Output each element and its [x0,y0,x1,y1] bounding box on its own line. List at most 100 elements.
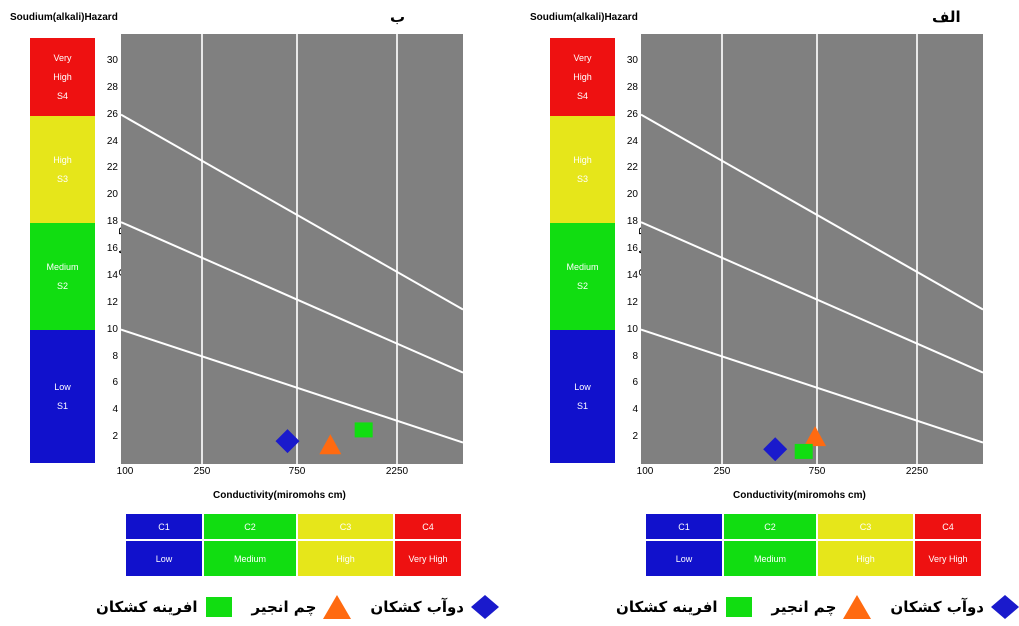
conductivity-class-c3-code: C3 [817,513,914,540]
y-tick-label: 18 [626,216,638,228]
legend-diamond-icon [471,595,499,619]
sodium-boundary-line [121,221,463,374]
sodium-class-s2: Medium S2 [550,223,615,330]
sodium-boundary-line [641,221,983,374]
y-tick-label: 18 [106,216,118,228]
y-tick-label: 2 [112,431,118,443]
y-tick-label: 20 [626,189,638,201]
sodium-class-text: High [53,154,72,165]
y-tick-label: 2 [632,431,638,443]
y-tick-label: 6 [112,377,118,389]
legend-item: دوآب کشکان [370,594,500,620]
sodium-boundary-line [641,113,983,311]
x-tick-label: 750 [288,466,306,477]
sodium-class-text: High [573,154,592,165]
legend-item: افرینه کشکان [96,594,234,620]
sodium-class-text: Very [573,52,592,63]
sodium-class-text: S1 [56,400,68,411]
x-tick-label: 750 [808,466,826,477]
sodium-class-s4: Very High S4 [550,38,615,116]
data-point-diamond [275,429,300,454]
conductivity-class-c4-code: C4 [394,513,462,540]
legend-item: چم انجیر [772,594,873,620]
conductivity-class-c3-code: C3 [297,513,394,540]
sodium-boundary-line [641,328,983,444]
sodium-class-text: S2 [56,280,68,291]
conductivity-class-c1-code: C1 [645,513,723,540]
conductivity-class-c3-label: High [297,540,394,577]
sodium-boundary-line [121,328,463,444]
y-tick-label: 28 [106,81,118,93]
data-point-square [354,422,373,438]
conductivity-class-c4-label: Very High [914,540,982,577]
conductivity-class-c3-label: High [817,540,914,577]
legend: دوآب کشکان چم انجیر افرینه کشکان [30,592,500,622]
y-tick-label: 26 [106,108,118,120]
x-axis-label: Conductivity(miromohs cm) [733,490,866,501]
y-tick-label: 22 [106,162,118,174]
y-tick-label: 10 [626,323,638,335]
y-tick-label: 30 [626,54,638,66]
conductivity-class-c2-label: Medium [723,540,817,577]
sodium-class-text: High [573,71,592,82]
conductivity-class-c1-label: Low [125,540,203,577]
y-tick-label: 10 [106,323,118,335]
sodium-boundary-line [121,113,463,311]
conductivity-class-c2-code: C2 [203,513,297,540]
legend-item: افرینه کشکان [616,594,754,620]
data-point-diamond [763,437,788,462]
sodium-class-text: S2 [576,280,588,291]
sodium-class-text: Low [54,381,71,392]
sodium-class-text: S1 [576,400,588,411]
y-tick-label: 16 [106,243,118,254]
sodium-class-text: High [53,71,72,82]
legend-label: دوآب کشکان [890,598,984,616]
sodium-class-text: Medium [566,261,599,272]
conductivity-class-c1-label: Low [645,540,723,577]
y-tick-label: 8 [112,350,118,362]
y-tick-label: 8 [632,350,638,362]
x-tick-label: 250 [713,466,731,477]
x-tick-label: 100 [116,466,134,477]
x-tick-label: 2250 [385,466,409,477]
data-point-square [794,443,813,459]
y-tick-label: 24 [626,135,638,147]
x-tick-label: 250 [193,466,211,477]
chart-panel-b: Soudium(alkali)Hazard ب Very High S4 High S3… [0,0,500,626]
y-tick-label: 28 [626,81,638,93]
y-tick-label: 14 [106,269,118,281]
legend: دوآب کشکان چم انجیر افرینه کشکان [550,592,1019,622]
legend-triangle-icon [323,595,352,619]
legend-square-icon [725,597,752,617]
y-tick-label: 20 [106,189,118,201]
sodium-hazard-title: Soudium(alkali)Hazard [10,12,118,23]
legend-diamond-icon [991,595,1019,619]
legend-label: افرینه کشکان [96,598,198,616]
sodium-class-s3: High S3 [550,116,615,223]
sodium-class-s3: High S3 [30,116,95,223]
y-tick-label: 6 [632,377,638,389]
chart-panel-alef: Soudium(alkali)Hazard الف Very High S4 High… [520,0,1019,626]
legend-label: دوآب کشکان [370,598,464,616]
plot-background [121,34,463,464]
conductivity-class-c4-label: Very High [394,540,462,577]
legend-item: دوآب کشکان [890,594,1019,620]
y-tick-label: 22 [626,162,638,174]
sodium-class-text: Medium [46,261,79,272]
panel-label: ب [390,8,406,26]
plot-area [641,34,983,464]
legend-item: چم انجیر [252,594,353,620]
conductivity-class-c2-label: Medium [203,540,297,577]
sodium-class-s1: Low S1 [550,330,615,463]
data-point-triangle [319,434,342,455]
y-tick-label: 12 [626,296,638,308]
conductivity-class-c4-code: C4 [914,513,982,540]
legend-triangle-icon [843,595,872,619]
panel-label: الف [932,8,961,26]
y-tick-label: 26 [626,108,638,120]
y-tick-label: 24 [106,135,118,147]
sodium-class-text: Very [53,52,72,63]
sodium-class-s2: Medium S2 [30,223,95,330]
legend-label: چم انجیر [771,598,837,616]
y-tick-label: 12 [106,296,118,308]
